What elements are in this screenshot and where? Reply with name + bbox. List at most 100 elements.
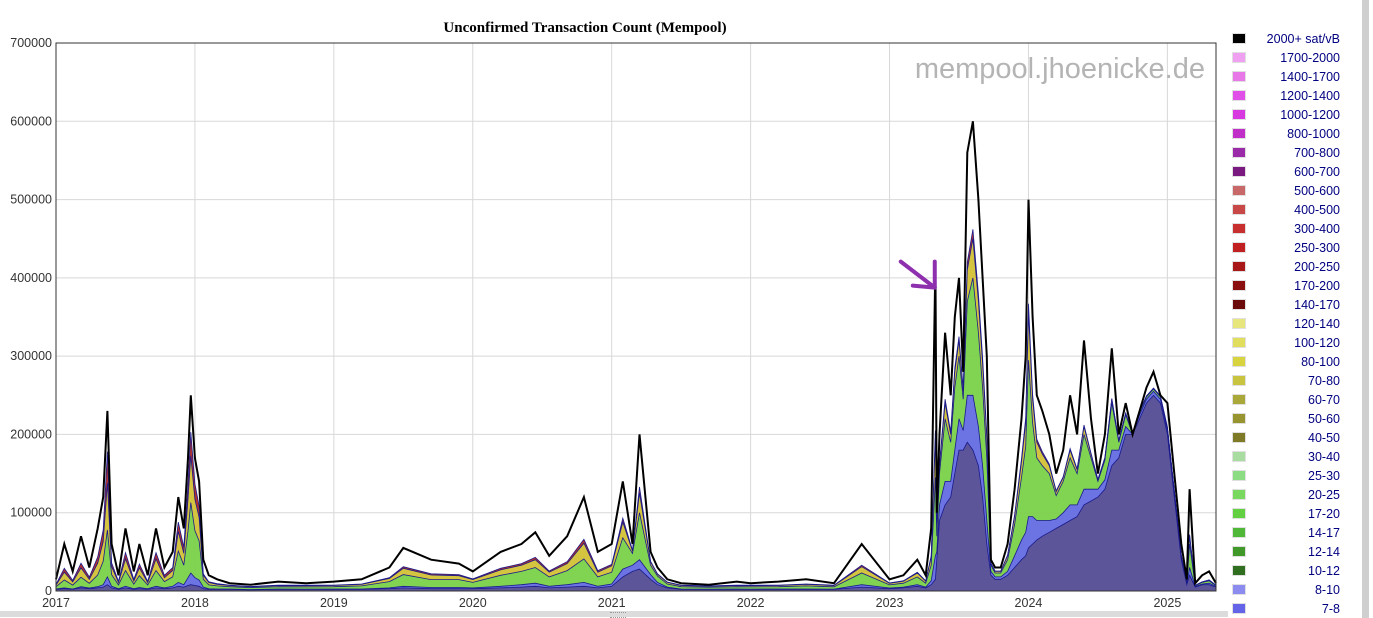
legend-item[interactable]: 50-60 xyxy=(1232,409,1340,428)
y-tick-label: 100000 xyxy=(10,506,52,520)
arrow-head xyxy=(910,259,937,290)
legend-label: 7-8 xyxy=(1321,601,1340,616)
legend-label: 12-14 xyxy=(1308,544,1340,559)
legend-item[interactable]: 60-70 xyxy=(1232,390,1340,409)
vertical-scrollbar[interactable] xyxy=(1362,0,1369,618)
legend-swatch xyxy=(1232,204,1246,215)
x-tick-label: 2025 xyxy=(1153,596,1181,610)
legend-label: 2000+ sat/vB xyxy=(1266,31,1340,46)
legend-swatch xyxy=(1232,223,1246,234)
legend-item[interactable]: 120-140 xyxy=(1232,314,1340,333)
legend-item[interactable]: 200-250 xyxy=(1232,257,1340,276)
legend-label: 120-140 xyxy=(1294,316,1340,331)
x-tick-label: 2018 xyxy=(181,596,209,610)
legend-swatch xyxy=(1232,90,1246,101)
legend-label: 20-25 xyxy=(1308,487,1340,502)
legend-item[interactable]: 80-100 xyxy=(1232,352,1340,371)
legend-swatch xyxy=(1232,508,1246,519)
stacked-areas xyxy=(55,121,1217,592)
legend-item[interactable]: 25-30 xyxy=(1232,466,1340,485)
x-tick-label: 2023 xyxy=(876,596,904,610)
y-tick-label: 500000 xyxy=(10,193,52,207)
watermark: mempool.jhoenicke.de xyxy=(915,53,1205,85)
legend-item[interactable]: 7-8 xyxy=(1232,599,1340,618)
legend-item[interactable]: 170-200 xyxy=(1232,276,1340,295)
legend-label: 1400-1700 xyxy=(1280,69,1340,84)
legend-item[interactable]: 400-500 xyxy=(1232,200,1340,219)
legend-swatch xyxy=(1232,565,1246,576)
legend-item[interactable]: 12-14 xyxy=(1232,542,1340,561)
legend-label: 80-100 xyxy=(1301,354,1340,369)
x-tick-label: 2019 xyxy=(320,596,348,610)
legend-swatch xyxy=(1232,261,1246,272)
legend-item[interactable]: 70-80 xyxy=(1232,371,1340,390)
legend-item[interactable]: 17-20 xyxy=(1232,504,1340,523)
legend-swatch xyxy=(1232,432,1246,443)
legend-swatch xyxy=(1232,52,1246,63)
legend-label: 17-20 xyxy=(1308,506,1340,521)
x-tick-label: 2017 xyxy=(42,596,70,610)
legend-swatch xyxy=(1232,128,1246,139)
legend-label: 14-17 xyxy=(1308,525,1340,540)
legend-label: 10-12 xyxy=(1308,563,1340,578)
legend-label: 400-500 xyxy=(1294,202,1340,217)
legend-label: 700-800 xyxy=(1294,145,1340,160)
legend-item[interactable]: 10-12 xyxy=(1232,561,1340,580)
legend-swatch xyxy=(1232,527,1246,538)
y-axis-ticks: 0 100000 200000 300000 400000 500000 600000 700… xyxy=(10,36,52,598)
horizontal-scrollbar[interactable] xyxy=(0,611,1228,617)
scroll-grip-icon[interactable] xyxy=(610,612,626,618)
legend-swatch xyxy=(1232,299,1246,310)
legend-swatch xyxy=(1232,413,1246,424)
legend-item[interactable]: 600-700 xyxy=(1232,162,1340,181)
legend-item[interactable]: 100-120 xyxy=(1232,333,1340,352)
area-series-0 xyxy=(55,394,1217,592)
legend-swatch xyxy=(1232,109,1246,120)
total-line xyxy=(55,121,1217,586)
legend-item[interactable]: 8-10 xyxy=(1232,580,1340,599)
legend-item[interactable]: 14-17 xyxy=(1232,523,1340,542)
legend-item[interactable]: 800-1000 xyxy=(1232,124,1340,143)
arrow-shaft xyxy=(898,259,937,290)
legend-item[interactable]: 500-600 xyxy=(1232,181,1340,200)
legend-item[interactable]: 40-50 xyxy=(1232,428,1340,447)
legend-label: 500-600 xyxy=(1294,183,1340,198)
legend-label: 1000-1200 xyxy=(1280,107,1340,122)
legend-item[interactable]: 1200-1400 xyxy=(1232,86,1340,105)
legend-item[interactable]: 1400-1700 xyxy=(1232,67,1340,86)
legend-item[interactable]: 30-40 xyxy=(1232,447,1340,466)
legend-item[interactable]: 2000+ sat/vB xyxy=(1232,29,1340,48)
legend-swatch xyxy=(1232,603,1246,614)
legend-swatch xyxy=(1232,185,1246,196)
plot-frame xyxy=(55,42,1217,592)
legend-label: 1200-1400 xyxy=(1280,88,1340,103)
y-tick-label: 400000 xyxy=(10,271,52,285)
legend-label: 50-60 xyxy=(1308,411,1340,426)
legend-swatch xyxy=(1232,451,1246,462)
legend-swatch xyxy=(1232,584,1246,595)
legend-item[interactable]: 250-300 xyxy=(1232,238,1340,257)
legend-item[interactable]: 700-800 xyxy=(1232,143,1340,162)
legend-item[interactable]: 1700-2000 xyxy=(1232,48,1340,67)
legend-item[interactable]: 140-170 xyxy=(1232,295,1340,314)
legend-label: 600-700 xyxy=(1294,164,1340,179)
legend-swatch xyxy=(1232,470,1246,481)
legend-label: 30-40 xyxy=(1308,449,1340,464)
legend-label: 8-10 xyxy=(1314,582,1340,597)
chart: Unconfirmed Transaction Count (Mempool) … xyxy=(10,20,1217,610)
legend-label: 70-80 xyxy=(1308,373,1340,388)
legend-label: 170-200 xyxy=(1294,278,1340,293)
y-tick-label: 300000 xyxy=(10,349,52,363)
y-tick-label: 200000 xyxy=(10,427,52,441)
legend-swatch xyxy=(1232,71,1246,82)
legend: 2000+ sat/vB 1700-2000 1400-1700 1200-1400 1… xyxy=(1232,29,1340,618)
legend-item[interactable]: 300-400 xyxy=(1232,219,1340,238)
annotation-arrow xyxy=(898,259,937,290)
legend-item[interactable]: 1000-1200 xyxy=(1232,105,1340,124)
legend-label: 40-50 xyxy=(1308,430,1340,445)
legend-swatch xyxy=(1232,280,1246,291)
legend-item[interactable]: 20-25 xyxy=(1232,485,1340,504)
legend-swatch xyxy=(1232,394,1246,405)
x-tick-label: 2020 xyxy=(459,596,487,610)
legend-label: 140-170 xyxy=(1294,297,1340,312)
